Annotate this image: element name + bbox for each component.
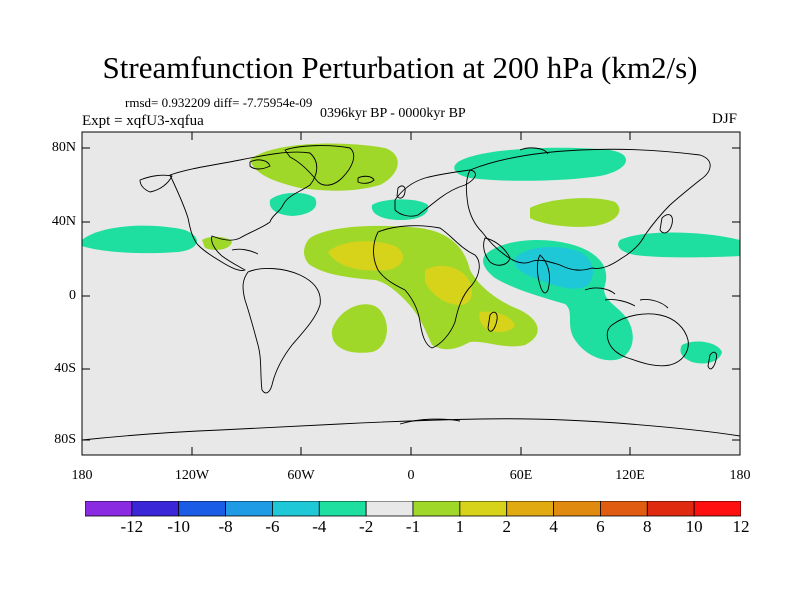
colorbar-swatch (600, 501, 648, 517)
colorbar-label: -4 (312, 517, 327, 536)
lon-label-180w: 180 (71, 468, 93, 483)
lon-label-120w: 120W (174, 468, 210, 483)
colorbar-swatch (318, 501, 367, 517)
colorbar-swatch (272, 501, 320, 517)
experiment-label: Expt = xqfU3-xqfua (82, 113, 204, 129)
colorbar-label: -8 (218, 517, 233, 536)
colorbar-label: 1 (455, 517, 465, 536)
colorbar-swatch (553, 501, 601, 517)
lon-label-60e: 60E (509, 468, 533, 483)
colorbar-swatch (131, 501, 180, 517)
colorbar-swatch (646, 501, 695, 517)
lat-label-80n: 80N (51, 140, 76, 155)
coastlines (82, 145, 740, 441)
colorbar-swatch (506, 501, 554, 517)
colorbar-swatch (459, 501, 508, 517)
colorbar-swatch (693, 501, 741, 517)
colorbar-label: -1 (405, 517, 421, 536)
colorbar-swatch (178, 501, 226, 517)
chart-title: Streamfunction Perturbation at 200 hPa (… (102, 50, 698, 85)
colorbar-label: 4 (549, 517, 558, 536)
lon-label-180e: 180 (729, 468, 751, 483)
colorbar-label: 12 (732, 517, 750, 536)
strong-positive-anomaly-regions (328, 241, 515, 333)
lon-label-120e: 120E (615, 468, 645, 483)
lat-label-40s: 40S (54, 361, 76, 376)
stats-line: rmsd= 0.932209 diff= -7.75954e-09 (125, 95, 313, 110)
strong-negative-anomaly-regions (514, 246, 593, 289)
lat-label-0: 0 (69, 288, 76, 303)
axis-ticks (81, 132, 741, 455)
lon-label-60w: 60W (287, 468, 315, 483)
colorbar-swatch (225, 501, 273, 517)
colorbar-swatch (412, 501, 461, 517)
colorbar-label: 2 (502, 517, 511, 536)
colorbar-swatch (85, 501, 133, 517)
colorbar-swatch (365, 501, 414, 517)
colorbar-label: -10 (167, 517, 191, 536)
colorbar-label: -2 (359, 517, 374, 536)
colorbar (85, 501, 741, 517)
colorbar-label: -6 (265, 517, 280, 536)
colorbar-label: 10 (685, 517, 703, 536)
lat-label-80s: 80S (54, 432, 76, 447)
season-label: DJF (712, 111, 738, 127)
lat-label-40n: 40N (51, 214, 76, 229)
colorbar-label: 8 (643, 517, 652, 536)
colorbar-label: 6 (596, 517, 605, 536)
colorbar-label: -12 (120, 517, 144, 536)
period-label: 0396kyr BP - 0000kyr BP (320, 106, 466, 121)
lon-label-0: 0 (407, 468, 415, 483)
